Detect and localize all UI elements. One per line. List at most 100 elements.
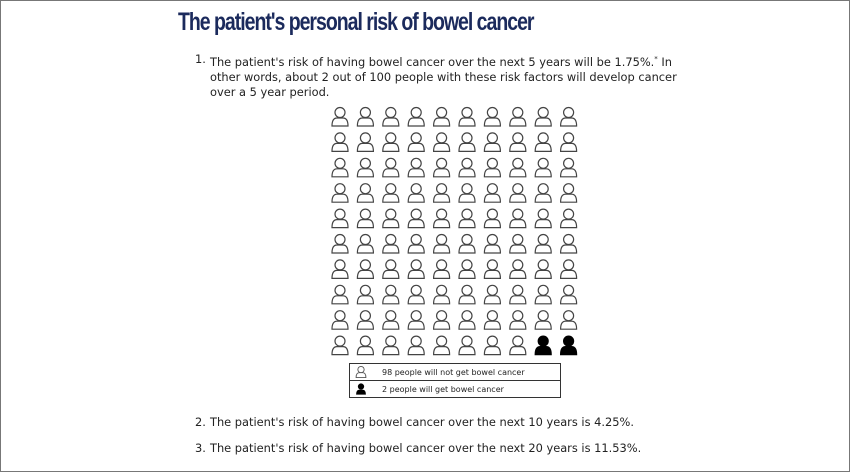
person-outline-icon: [407, 106, 425, 127]
person-outline-icon: [458, 106, 476, 127]
person-outline-icon: [331, 284, 349, 305]
person-outline-icon: [509, 183, 527, 203]
person-outline-icon: [483, 335, 502, 356]
person-outline-icon: [534, 132, 552, 152]
risk-item-20-years: 3. The patient's risk of having bowel ca…: [195, 441, 642, 455]
person-outline-icon: [356, 132, 375, 152]
person-outline-icon: [331, 132, 349, 152]
person-outline-icon: [382, 233, 400, 254]
person-outline-icon: [407, 183, 425, 203]
person-outline-icon: [356, 106, 375, 127]
person-outline-icon: [559, 233, 578, 254]
person-outline-icon: [432, 284, 451, 305]
person-outline-icon: [432, 335, 451, 356]
person-outline-icon: [483, 310, 502, 330]
person-outline-icon: [382, 335, 400, 356]
legend: 98 people will not get bowel cancer 2 pe…: [349, 363, 561, 398]
person-outline-icon: [356, 310, 375, 330]
person-outline-icon: [509, 259, 527, 279]
person-outline-icon: [407, 132, 425, 152]
person-outline-icon: [382, 310, 400, 330]
person-outline-icon: [407, 259, 425, 279]
person-outline-icon: [356, 233, 375, 254]
person-outline-icon: [331, 259, 349, 279]
person-outline-icon: [432, 259, 451, 279]
person-outline-icon: [331, 157, 349, 178]
person-outline-icon: [407, 157, 425, 178]
person-outline-icon: [534, 208, 552, 229]
person-outline-icon: [382, 157, 400, 178]
person-outline-icon: [559, 157, 578, 178]
person-outline-icon: [483, 208, 502, 229]
person-outline-icon: [458, 284, 476, 305]
person-outline-icon: [509, 310, 527, 330]
person-outline-icon: [458, 132, 476, 152]
person-outline-icon: [356, 157, 375, 178]
person-outline-icon: [509, 157, 527, 178]
person-outline-icon: [559, 259, 578, 279]
person-outline-icon: [534, 310, 552, 330]
person-outline-icon: [382, 208, 400, 229]
person-outline-icon: [432, 132, 451, 152]
person-outline-icon: [559, 208, 578, 229]
person-outline-icon: [458, 335, 476, 356]
person-outline-icon: [382, 183, 400, 203]
person-outline-icon: [432, 233, 451, 254]
person-outline-icon: [331, 208, 349, 229]
pictogram-chart: [331, 106, 578, 356]
person-outline-icon: [534, 233, 552, 254]
risk-item-5-years: 1. The patient's risk of having bowel ca…: [195, 52, 677, 99]
person-outline-icon: [356, 259, 375, 279]
person-outline-icon: [559, 106, 578, 127]
person-outline-icon: [458, 157, 476, 178]
person-outline-icon: [407, 208, 425, 229]
person-outline-icon: [483, 157, 502, 178]
person-filled-icon: [356, 383, 366, 395]
person-outline-icon: [559, 132, 578, 152]
person-outline-icon: [534, 284, 552, 305]
person-outline-icon: [559, 183, 578, 203]
person-outline-icon: [432, 310, 451, 330]
person-outline-icon: [559, 284, 578, 305]
person-outline-icon: [534, 183, 552, 203]
risk-item-10-years: 2. The patient's risk of having bowel ca…: [195, 415, 634, 429]
person-outline-icon: [331, 106, 349, 127]
person-outline-icon: [509, 335, 527, 356]
person-outline-icon: [331, 335, 349, 356]
person-outline-icon: [483, 259, 502, 279]
person-outline-icon: [509, 106, 527, 127]
person-filled-icon: [559, 335, 578, 356]
person-outline-icon: [432, 157, 451, 178]
person-outline-icon: [407, 335, 425, 356]
person-outline-icon: [432, 208, 451, 229]
legend-item-cancer: 2 people will get bowel cancer: [350, 380, 560, 397]
person-outline-icon: [483, 132, 502, 152]
person-outline-icon: [407, 310, 425, 330]
person-outline-icon: [534, 157, 552, 178]
person-outline-icon: [483, 233, 502, 254]
person-outline-icon: [407, 233, 425, 254]
person-outline-icon: [483, 106, 502, 127]
person-outline-icon: [509, 284, 527, 305]
person-outline-icon: [534, 259, 552, 279]
person-outline-icon: [382, 259, 400, 279]
person-outline-icon: [331, 310, 349, 330]
person-outline-icon: [458, 259, 476, 279]
person-outline-icon: [432, 106, 451, 127]
person-outline-icon: [458, 233, 476, 254]
person-filled-icon: [534, 335, 552, 356]
person-outline-icon: [559, 310, 578, 330]
person-outline-icon: [382, 132, 400, 152]
person-outline-icon: [382, 106, 400, 127]
person-outline-icon: [331, 233, 349, 254]
person-outline-icon: [458, 183, 476, 203]
person-outline-icon: [483, 284, 502, 305]
person-outline-icon: [534, 106, 552, 127]
person-outline-icon: [509, 132, 527, 152]
person-outline-icon: [509, 233, 527, 254]
person-outline-icon: [382, 284, 400, 305]
person-outline-icon: [356, 335, 375, 356]
person-outline-icon: [356, 183, 375, 203]
page-title: The patient's personal risk of bowel can…: [178, 8, 534, 36]
person-outline-icon: [356, 208, 375, 229]
